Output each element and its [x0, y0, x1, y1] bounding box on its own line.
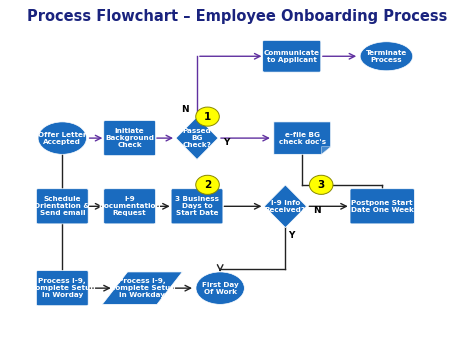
Polygon shape: [274, 122, 331, 154]
Text: Process I-9,
Complete Setup
in Workday: Process I-9, Complete Setup in Workday: [109, 278, 175, 298]
Text: Passed
BG
Check?: Passed BG Check?: [182, 128, 211, 148]
Circle shape: [196, 175, 219, 194]
FancyBboxPatch shape: [36, 271, 88, 306]
Text: I-9
Documentation
Request: I-9 Documentation Request: [98, 196, 161, 216]
Text: I-9 Info
Received?: I-9 Info Received?: [265, 200, 306, 213]
Text: 2: 2: [204, 180, 211, 190]
Text: Initiate
Background
Check: Initiate Background Check: [105, 128, 154, 148]
Text: 3: 3: [318, 180, 325, 190]
Circle shape: [196, 107, 219, 126]
Text: Postpone Start
Date One Week: Postpone Start Date One Week: [351, 200, 414, 213]
Text: 1: 1: [204, 112, 211, 122]
Text: Y: Y: [288, 231, 294, 240]
Text: 3 Business
Days to
Start Date: 3 Business Days to Start Date: [175, 196, 219, 216]
Text: N: N: [313, 206, 321, 215]
Text: Process I-9,
Complete Setup
In Worday: Process I-9, Complete Setup In Worday: [29, 278, 95, 298]
FancyBboxPatch shape: [104, 189, 155, 224]
FancyBboxPatch shape: [350, 189, 414, 224]
Polygon shape: [264, 185, 307, 228]
Ellipse shape: [360, 42, 413, 71]
Text: Terminate
Process: Terminate Process: [366, 50, 407, 63]
Text: Process Flowchart – Employee Onboarding Process: Process Flowchart – Employee Onboarding …: [27, 9, 447, 24]
Ellipse shape: [38, 122, 86, 154]
Text: Y: Y: [223, 138, 230, 147]
FancyBboxPatch shape: [36, 189, 88, 224]
Polygon shape: [176, 117, 218, 160]
Text: Communicate
to Applicant: Communicate to Applicant: [264, 50, 320, 63]
FancyBboxPatch shape: [263, 41, 321, 72]
Text: Offer Letter
Accepted: Offer Letter Accepted: [38, 132, 87, 145]
Text: N: N: [182, 105, 189, 114]
Polygon shape: [102, 272, 182, 304]
Circle shape: [310, 175, 333, 194]
Text: e-file BG
check doc's: e-file BG check doc's: [279, 132, 326, 145]
FancyBboxPatch shape: [171, 189, 223, 224]
Text: First Day
Of Work: First Day Of Work: [202, 282, 238, 295]
Polygon shape: [321, 147, 331, 154]
Ellipse shape: [196, 272, 245, 304]
Text: Schedule
Orientation &
Send email: Schedule Orientation & Send email: [35, 196, 90, 216]
FancyBboxPatch shape: [104, 121, 155, 155]
